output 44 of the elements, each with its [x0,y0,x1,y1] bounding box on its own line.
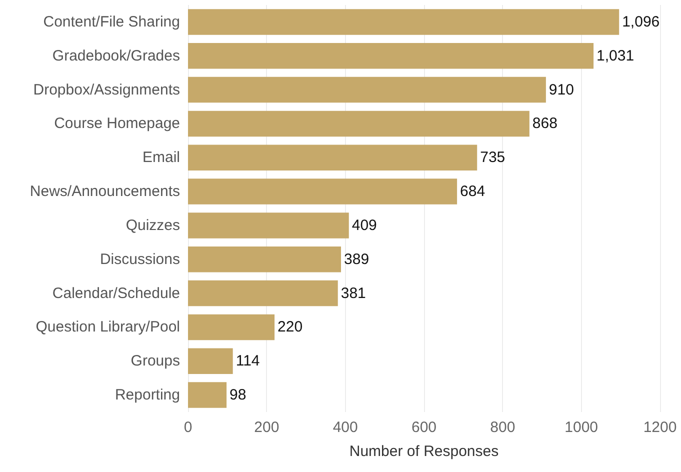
y-tick-label: Email [142,149,180,166]
x-tick-label: 0 [184,419,192,436]
x-tick-label: 800 [490,419,516,436]
data-label: 389 [344,250,370,268]
y-tick-label: Calendar/Schedule [52,284,180,302]
bar [188,348,233,374]
bar [188,9,620,35]
bar [188,110,530,137]
bar [188,280,338,306]
bar [188,246,342,272]
y-tick-label: Question Library/Pool [36,318,180,336]
x-tick-label: 1000 [564,419,598,436]
bar [188,314,275,340]
data-label: 735 [480,149,506,166]
x-axis-title: Number of Responses [349,443,499,460]
x-tick-label: 600 [411,419,437,436]
data-label: 381 [340,284,366,302]
data-label: 910 [548,81,574,98]
data-label: 114 [236,352,260,370]
data-label: 684 [460,183,486,200]
data-label: 868 [532,115,558,132]
bar [188,144,478,171]
data-label: 409 [352,216,377,234]
data-label: 1,096 [622,13,660,30]
y-tick-label: Groups [130,352,180,370]
bar [188,382,227,408]
y-tick-label: Gradebook/Grades [52,47,180,64]
x-tick-label: 1200 [643,419,677,436]
x-tick-label: 400 [332,419,358,436]
x-tick-label: 200 [254,419,280,436]
y-tick-label: Content/File Sharing [43,13,180,30]
data-label: 220 [278,318,303,336]
data-label: 1,031 [596,47,634,64]
y-tick-label: Discussions [100,250,180,268]
y-tick-label: Course Homepage [54,115,180,132]
bar [188,76,546,103]
y-tick-label: News/Announcements [30,183,180,200]
y-tick-label: Reporting [114,386,180,404]
y-tick-label: Dropbox/Assignments [33,81,180,98]
y-tick-label: Quizzes [126,216,180,234]
data-label: 98 [230,386,246,404]
bar [188,178,458,204]
bar [188,42,594,69]
bar [188,212,349,238]
